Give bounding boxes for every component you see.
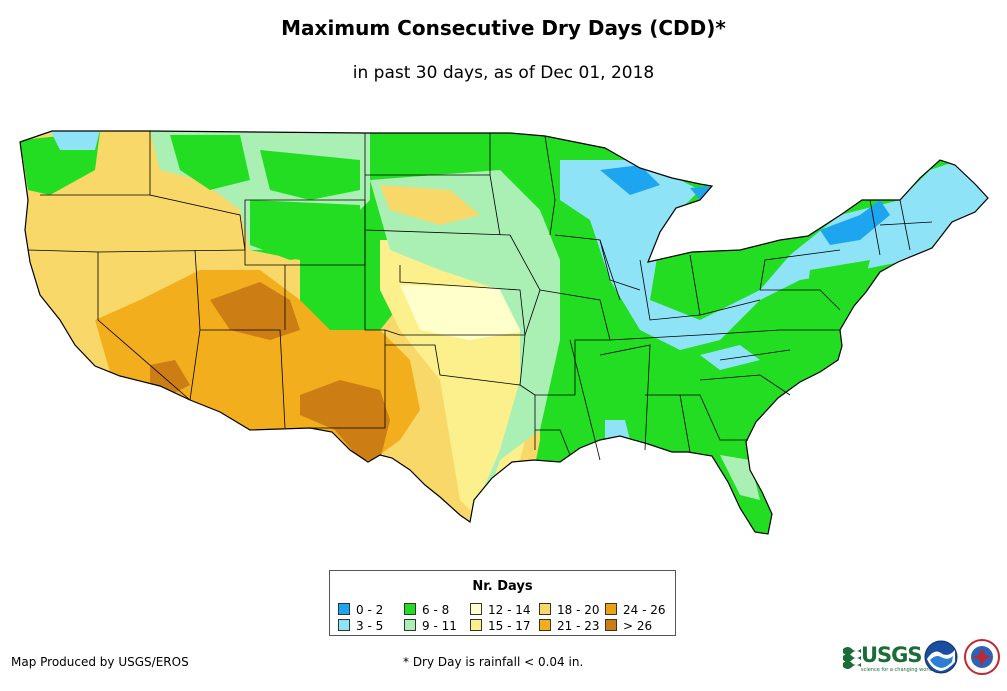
legend-swatch xyxy=(470,619,482,631)
legend-swatch xyxy=(404,619,416,631)
legend-item: 24 - 26 xyxy=(605,603,666,616)
state-boundaries xyxy=(27,131,933,461)
noaa-logo-icon xyxy=(924,640,958,674)
legend-item: 21 - 23 xyxy=(539,619,600,632)
legend-swatch xyxy=(539,603,551,615)
region-0-2-new-york xyxy=(820,200,890,245)
region-0-2-mi-east xyxy=(690,186,712,200)
map-credit: Map Produced by USGS/EROS xyxy=(11,655,189,669)
region-3-5-washington xyxy=(50,131,100,150)
region-6-8-montana xyxy=(170,135,250,190)
conus-dry-days-map xyxy=(19,130,989,535)
legend-item: 0 - 2 xyxy=(338,603,383,616)
region-3-5-gulf xyxy=(605,420,630,440)
legend-item: 15 - 17 xyxy=(470,619,531,632)
usgs-tagline: science for a changing world xyxy=(861,667,933,673)
us-outline xyxy=(19,130,989,535)
region-over26-utah-az xyxy=(210,282,300,340)
map-subtitle: in past 30 days, as of Dec 01, 2018 xyxy=(352,63,655,83)
region-0-2-upper-mi xyxy=(600,165,660,195)
map-title: Maximum Consecutive Dry Days (CDD)* xyxy=(281,16,726,40)
legend-item: 9 - 11 xyxy=(404,619,457,632)
usgs-logo: USGS xyxy=(861,643,923,667)
region-9-11-central xyxy=(370,170,560,520)
region-18-20-dakotas xyxy=(380,185,480,225)
legend-swatch xyxy=(338,619,350,631)
legend-swatch xyxy=(539,619,551,631)
legend-swatch xyxy=(338,603,350,615)
legend-swatch xyxy=(605,619,617,631)
legend-item: 6 - 8 xyxy=(404,603,449,616)
legend-item: 12 - 14 xyxy=(470,603,531,616)
legend-item: > 26 xyxy=(605,619,652,632)
nws-logo-icon xyxy=(964,639,1000,675)
usgs-wave-icon xyxy=(843,647,861,669)
legend-item: 18 - 20 xyxy=(539,603,600,616)
region-6-8-montana-east xyxy=(260,150,360,200)
region-12-14-kansas xyxy=(400,285,530,340)
region-6-8-wyoming xyxy=(250,200,360,260)
dry-day-footnote: * Dry Day is rainfall < 0.04 in. xyxy=(403,655,584,669)
legend-item: 3 - 5 xyxy=(338,619,383,632)
region-3-5-tennessee xyxy=(700,345,760,370)
legend-swatch xyxy=(605,603,617,615)
region-3-5-northeast xyxy=(560,160,988,350)
legend-box: Nr. Days 0 - 2 3 - 5 6 - 8 9 - 11 12 - 1… xyxy=(329,570,676,636)
region-over26-nm-tx xyxy=(300,380,390,460)
legend-title: Nr. Days xyxy=(472,579,533,594)
legend-swatch xyxy=(470,603,482,615)
legend-swatch xyxy=(404,603,416,615)
